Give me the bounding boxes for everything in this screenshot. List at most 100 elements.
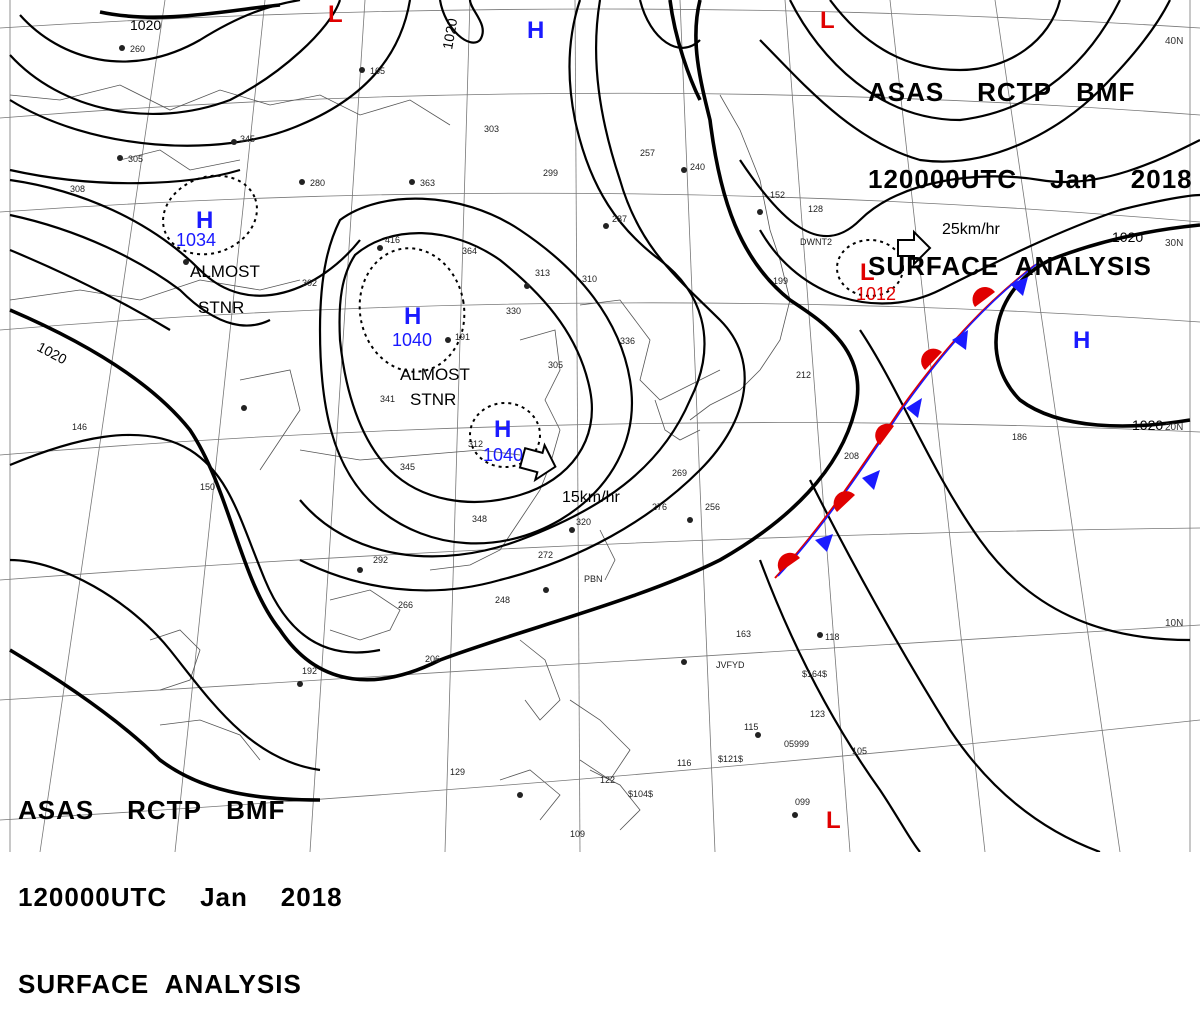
svg-text:345: 345: [240, 134, 255, 144]
map-frame: [9, 0, 1191, 852]
svg-text:DWNT2: DWNT2: [800, 237, 832, 247]
svg-text:122: 122: [600, 775, 615, 785]
high-north-letter: H: [527, 17, 544, 44]
svg-text:152: 152: [770, 190, 785, 200]
centre-rings: [162, 174, 904, 468]
header-top-line3: SURFACE ANALYSIS: [868, 251, 1152, 281]
svg-text:272: 272: [538, 550, 553, 560]
stationary-front: [774, 262, 1039, 579]
svg-text:292: 292: [373, 555, 388, 565]
weather-map: H 1034 H 1040 H 1040 L 1012 H H L L L AL…: [0, 0, 1200, 852]
svg-text:363: 363: [420, 178, 435, 188]
svg-text:305: 305: [548, 360, 563, 370]
isobar-label-n: 1020: [439, 17, 460, 51]
stnr-label-2: STNR: [410, 390, 456, 409]
svg-text:JVFYD: JVFYD: [716, 660, 745, 670]
svg-text:192: 192: [302, 666, 317, 676]
station-plots: 260 165 345 305 308 280 363 303 257 240 …: [70, 44, 1027, 839]
header-bottom-line2: 120000UTC Jan 2018: [18, 882, 343, 912]
svg-text:105: 105: [852, 746, 867, 756]
isobar-1020-northwest: [99, 3, 281, 19]
svg-text:212: 212: [796, 370, 811, 380]
svg-text:416: 416: [385, 235, 400, 245]
pressure-systems: H 1034 H 1040 H 1040 L 1012 H H L L L: [176, 1, 1090, 834]
svg-text:099: 099: [795, 797, 810, 807]
high-1034-value: 1034: [176, 230, 216, 250]
isobar-label-nw: 1020: [130, 17, 161, 33]
cold-front-triangles: [815, 277, 1028, 552]
svg-text:310: 310: [582, 274, 597, 284]
header-top: ASAS RCTP BMF 120000UTC Jan 2018 SURFACE…: [868, 20, 1193, 310]
svg-text:287: 287: [612, 214, 627, 224]
motion-speed-25: 25km/hr: [942, 221, 1000, 238]
svg-text:$104$: $104$: [628, 789, 653, 799]
svg-text:115: 115: [744, 722, 758, 732]
svg-text:302: 302: [302, 278, 317, 288]
low-1012-letter: L: [860, 259, 875, 286]
high-east-letter: H: [1073, 327, 1090, 354]
svg-text:$164$: $164$: [802, 669, 827, 679]
stnr-label-1: STNR: [198, 298, 244, 317]
svg-text:308: 308: [70, 184, 85, 194]
svg-text:206: 206: [425, 654, 440, 664]
svg-text:266: 266: [398, 600, 413, 610]
high-1034-letter: H: [196, 207, 213, 234]
svg-text:PBN: PBN: [584, 574, 603, 584]
svg-text:341: 341: [380, 394, 395, 404]
isobar-1020-west: [9, 0, 860, 682]
low-southeast-letter: L: [826, 807, 841, 834]
header-bottom-line3: SURFACE ANALYSIS: [18, 969, 302, 999]
svg-text:303: 303: [484, 124, 499, 134]
svg-text:240: 240: [690, 162, 705, 172]
lat-20n: 20N: [1165, 422, 1183, 433]
svg-text:116: 116: [677, 758, 691, 768]
high-1040-east-value: 1040: [483, 445, 523, 465]
motion-speed-15: 15km/hr: [562, 489, 620, 506]
almost-label-2: ALMOST: [400, 365, 470, 384]
svg-text:348: 348: [472, 514, 487, 524]
svg-text:345: 345: [400, 462, 415, 472]
svg-text:129: 129: [450, 767, 465, 777]
svg-text:199: 199: [773, 276, 788, 286]
isobars: [9, 0, 1200, 852]
svg-text:109: 109: [570, 829, 585, 839]
high-1040-west-value: 1040: [392, 330, 432, 350]
svg-text:299: 299: [543, 168, 558, 178]
svg-text:364: 364: [462, 246, 477, 256]
longitude-lines: [39, 0, 1121, 852]
svg-text:146: 146: [72, 422, 87, 432]
svg-text:256: 256: [705, 502, 720, 512]
low-1012-value: 1012: [856, 284, 896, 304]
svg-text:330: 330: [506, 306, 521, 316]
svg-text:123: 123: [810, 709, 825, 719]
lat-40n: 40N: [1165, 36, 1183, 47]
isobar-1020-east: [994, 223, 1200, 428]
svg-text:163: 163: [736, 629, 751, 639]
svg-text:150: 150: [200, 482, 215, 492]
high-1040-west-letter: H: [404, 303, 421, 330]
lat-30n: 30N: [1165, 238, 1183, 249]
svg-text:313: 313: [535, 268, 550, 278]
header-top-line1: ASAS RCTP BMF: [868, 77, 1136, 107]
svg-text:186: 186: [1012, 432, 1027, 442]
isobar-label-ne: 1020: [1112, 229, 1143, 245]
almost-label-1: ALMOST: [190, 262, 260, 281]
svg-text:276: 276: [652, 502, 667, 512]
low-north-letter: L: [328, 1, 343, 28]
stnr-notes: ALMOST STNR ALMOST STNR: [190, 262, 470, 409]
svg-text:165: 165: [370, 66, 385, 76]
svg-text:260: 260: [130, 44, 145, 54]
lat-10n: 10N: [1165, 618, 1183, 629]
svg-text:305: 305: [128, 154, 143, 164]
map-background: [0, 0, 1200, 852]
svg-text:257: 257: [640, 148, 655, 158]
svg-text:05999: 05999: [784, 739, 809, 749]
isobar-label-e: 1020: [1132, 417, 1163, 433]
motion-labels: 15km/hr 25km/hr: [562, 221, 1000, 506]
motion-arrows: [518, 229, 932, 483]
svg-text:312: 312: [468, 439, 483, 449]
header-top-line2: 120000UTC Jan 2018: [868, 164, 1193, 194]
warm-front-bumps: [777, 287, 995, 572]
svg-text:280: 280: [310, 178, 325, 188]
svg-text:128: 128: [808, 204, 823, 214]
